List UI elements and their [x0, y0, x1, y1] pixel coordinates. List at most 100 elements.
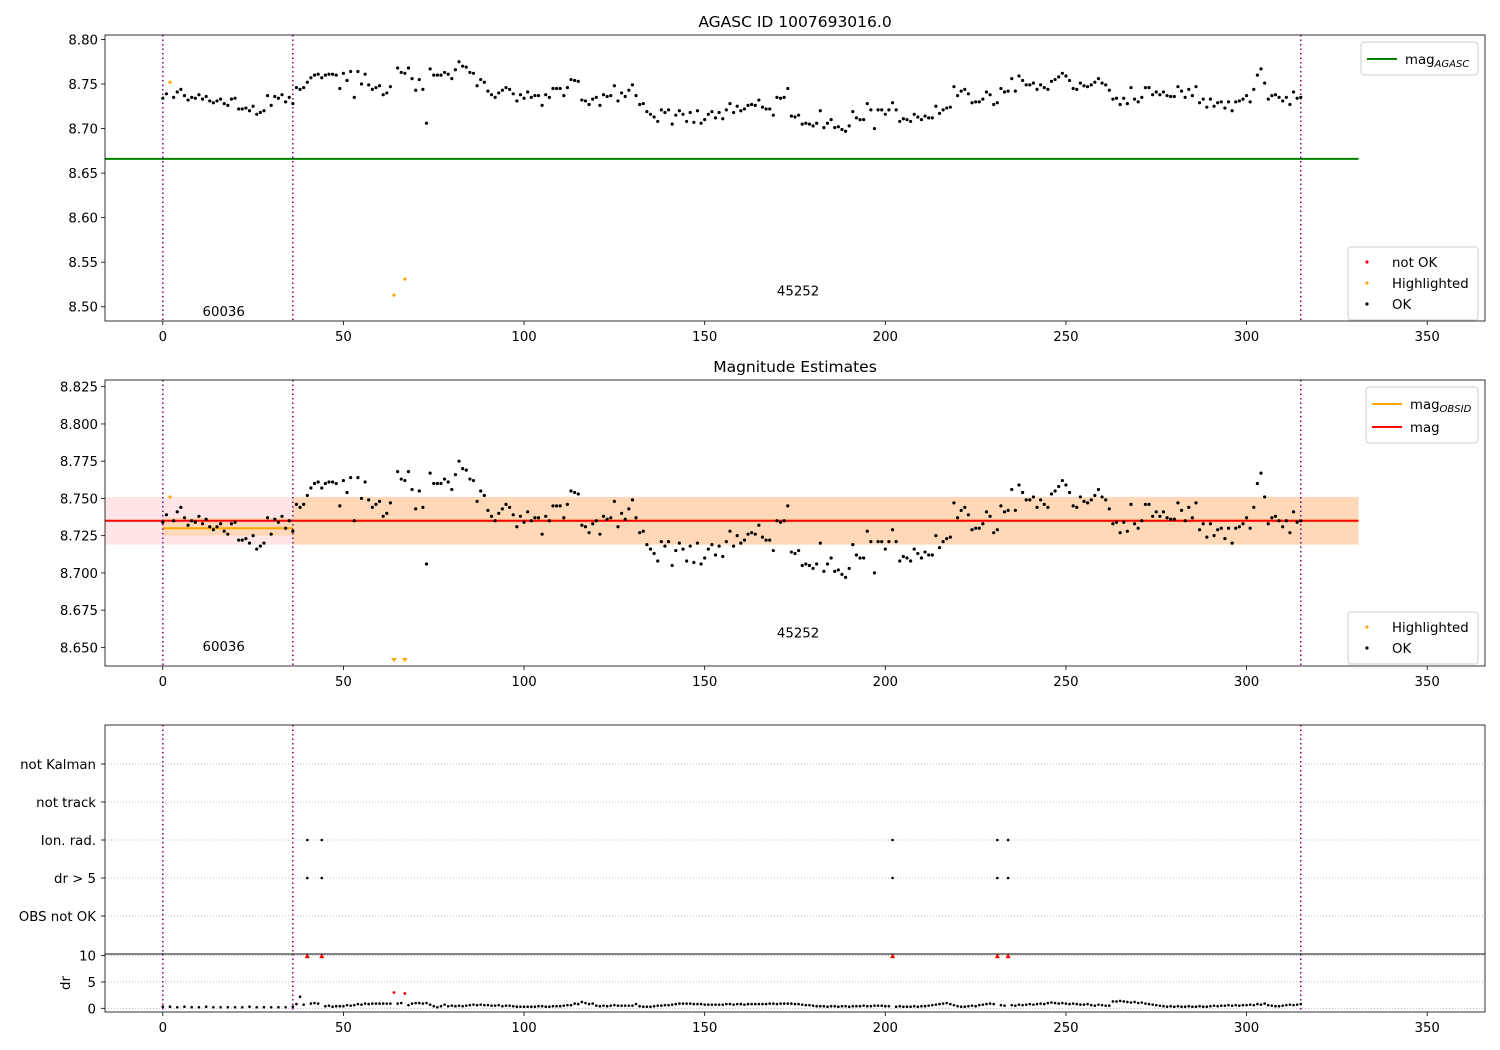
dr-point — [1064, 1002, 1068, 1005]
ok-point — [1006, 508, 1010, 512]
ok-point — [757, 98, 761, 102]
ok-point — [1291, 510, 1296, 514]
ok-point — [450, 77, 454, 81]
ok-point — [385, 91, 389, 95]
ok-point — [536, 516, 541, 520]
dr-point — [1024, 1003, 1028, 1006]
dr-point — [1259, 1003, 1263, 1006]
dr-point — [898, 1004, 902, 1008]
legend-marker-swatch — [1365, 260, 1369, 264]
ok-point — [656, 559, 660, 563]
ok-point — [1241, 522, 1245, 526]
ok-point — [1270, 516, 1274, 520]
ok-point — [894, 540, 898, 544]
y-tick-label: 10 — [79, 950, 96, 965]
dr-point — [768, 1002, 772, 1005]
highlighted-point — [168, 495, 172, 499]
ok-point — [1017, 74, 1021, 78]
dr-point — [421, 1002, 425, 1005]
dr-point — [349, 1004, 352, 1007]
chart-title: Magnitude Estimates — [713, 358, 877, 376]
ok-point — [381, 93, 385, 97]
ok-point — [161, 96, 165, 100]
ok-point — [648, 547, 653, 551]
dr-point — [1021, 1003, 1024, 1007]
dr-point — [1219, 1004, 1223, 1007]
ok-point — [287, 95, 291, 99]
dr-point — [641, 1005, 645, 1009]
ok-point — [421, 87, 425, 91]
x-tick-label: 300 — [1234, 675, 1259, 690]
ok-point — [594, 519, 598, 523]
dr-point — [782, 1002, 786, 1005]
dr-point — [880, 1004, 884, 1007]
ok-point — [291, 529, 295, 533]
ok-point — [493, 519, 497, 523]
ok-point — [287, 519, 291, 523]
legend-marker-swatch — [1365, 625, 1369, 629]
ok-point — [1259, 67, 1263, 71]
ok-point — [428, 471, 432, 475]
ok-point — [829, 556, 833, 560]
ok-point — [974, 100, 978, 104]
ok-point — [298, 87, 302, 91]
ok-point — [508, 505, 512, 509]
ok-point — [1198, 528, 1202, 532]
y-tick-label: 8.75 — [68, 78, 98, 93]
dr-point — [1165, 1005, 1169, 1009]
flag-point — [1006, 876, 1010, 880]
ok-point — [1010, 77, 1014, 81]
ok-point — [229, 522, 234, 526]
ok-point — [547, 519, 551, 523]
ok-point — [807, 122, 812, 126]
ok-point — [356, 69, 360, 74]
ok-point — [468, 477, 472, 481]
dr-point — [479, 1003, 483, 1006]
ok-point — [1219, 100, 1223, 104]
ok-point — [1067, 78, 1072, 83]
dr-point — [436, 1005, 439, 1009]
ok-point — [901, 117, 905, 121]
ok-point — [995, 528, 999, 532]
dr-point — [595, 1004, 598, 1007]
y-tick-label: 0 — [88, 1002, 96, 1017]
ok-point — [1118, 531, 1122, 535]
ok-point — [728, 529, 732, 533]
dr-point — [573, 1002, 576, 1005]
ok-point — [674, 113, 678, 117]
ok-point — [890, 528, 895, 532]
dr-point — [519, 1005, 522, 1009]
ok-point — [309, 486, 313, 490]
ok-point — [522, 96, 526, 100]
ok-point — [341, 71, 346, 75]
legend-marker-swatch — [1365, 646, 1369, 650]
ok-point — [804, 121, 808, 125]
ok-point — [388, 501, 392, 505]
dr-point — [472, 1003, 475, 1006]
flag-point — [306, 876, 309, 880]
dr-point — [389, 1002, 392, 1005]
obsid-label: 60036 — [203, 305, 245, 320]
ok-point — [941, 108, 945, 112]
dr-point — [399, 1001, 403, 1005]
ok-point — [544, 93, 548, 97]
x-tick-label: 250 — [1053, 1021, 1078, 1036]
ok-point — [663, 544, 667, 548]
ok-point — [356, 475, 360, 480]
legend-label-main: OK — [1392, 298, 1411, 313]
ok-point — [1010, 487, 1014, 492]
dr-point — [374, 1002, 378, 1005]
ok-point — [190, 519, 194, 523]
ok-point — [1013, 89, 1017, 93]
legend-label: Highlighted — [1392, 277, 1469, 292]
dr-point — [587, 1002, 591, 1006]
dr-point — [685, 1002, 688, 1005]
flag-row-label: OBS not OK — [19, 910, 96, 925]
ok-point — [771, 113, 775, 117]
ok-point — [746, 532, 750, 536]
ok-point — [898, 119, 902, 124]
ok-point — [768, 107, 772, 111]
dr-point — [309, 1002, 313, 1005]
dr-point — [446, 1004, 450, 1008]
ok-point — [540, 532, 544, 536]
